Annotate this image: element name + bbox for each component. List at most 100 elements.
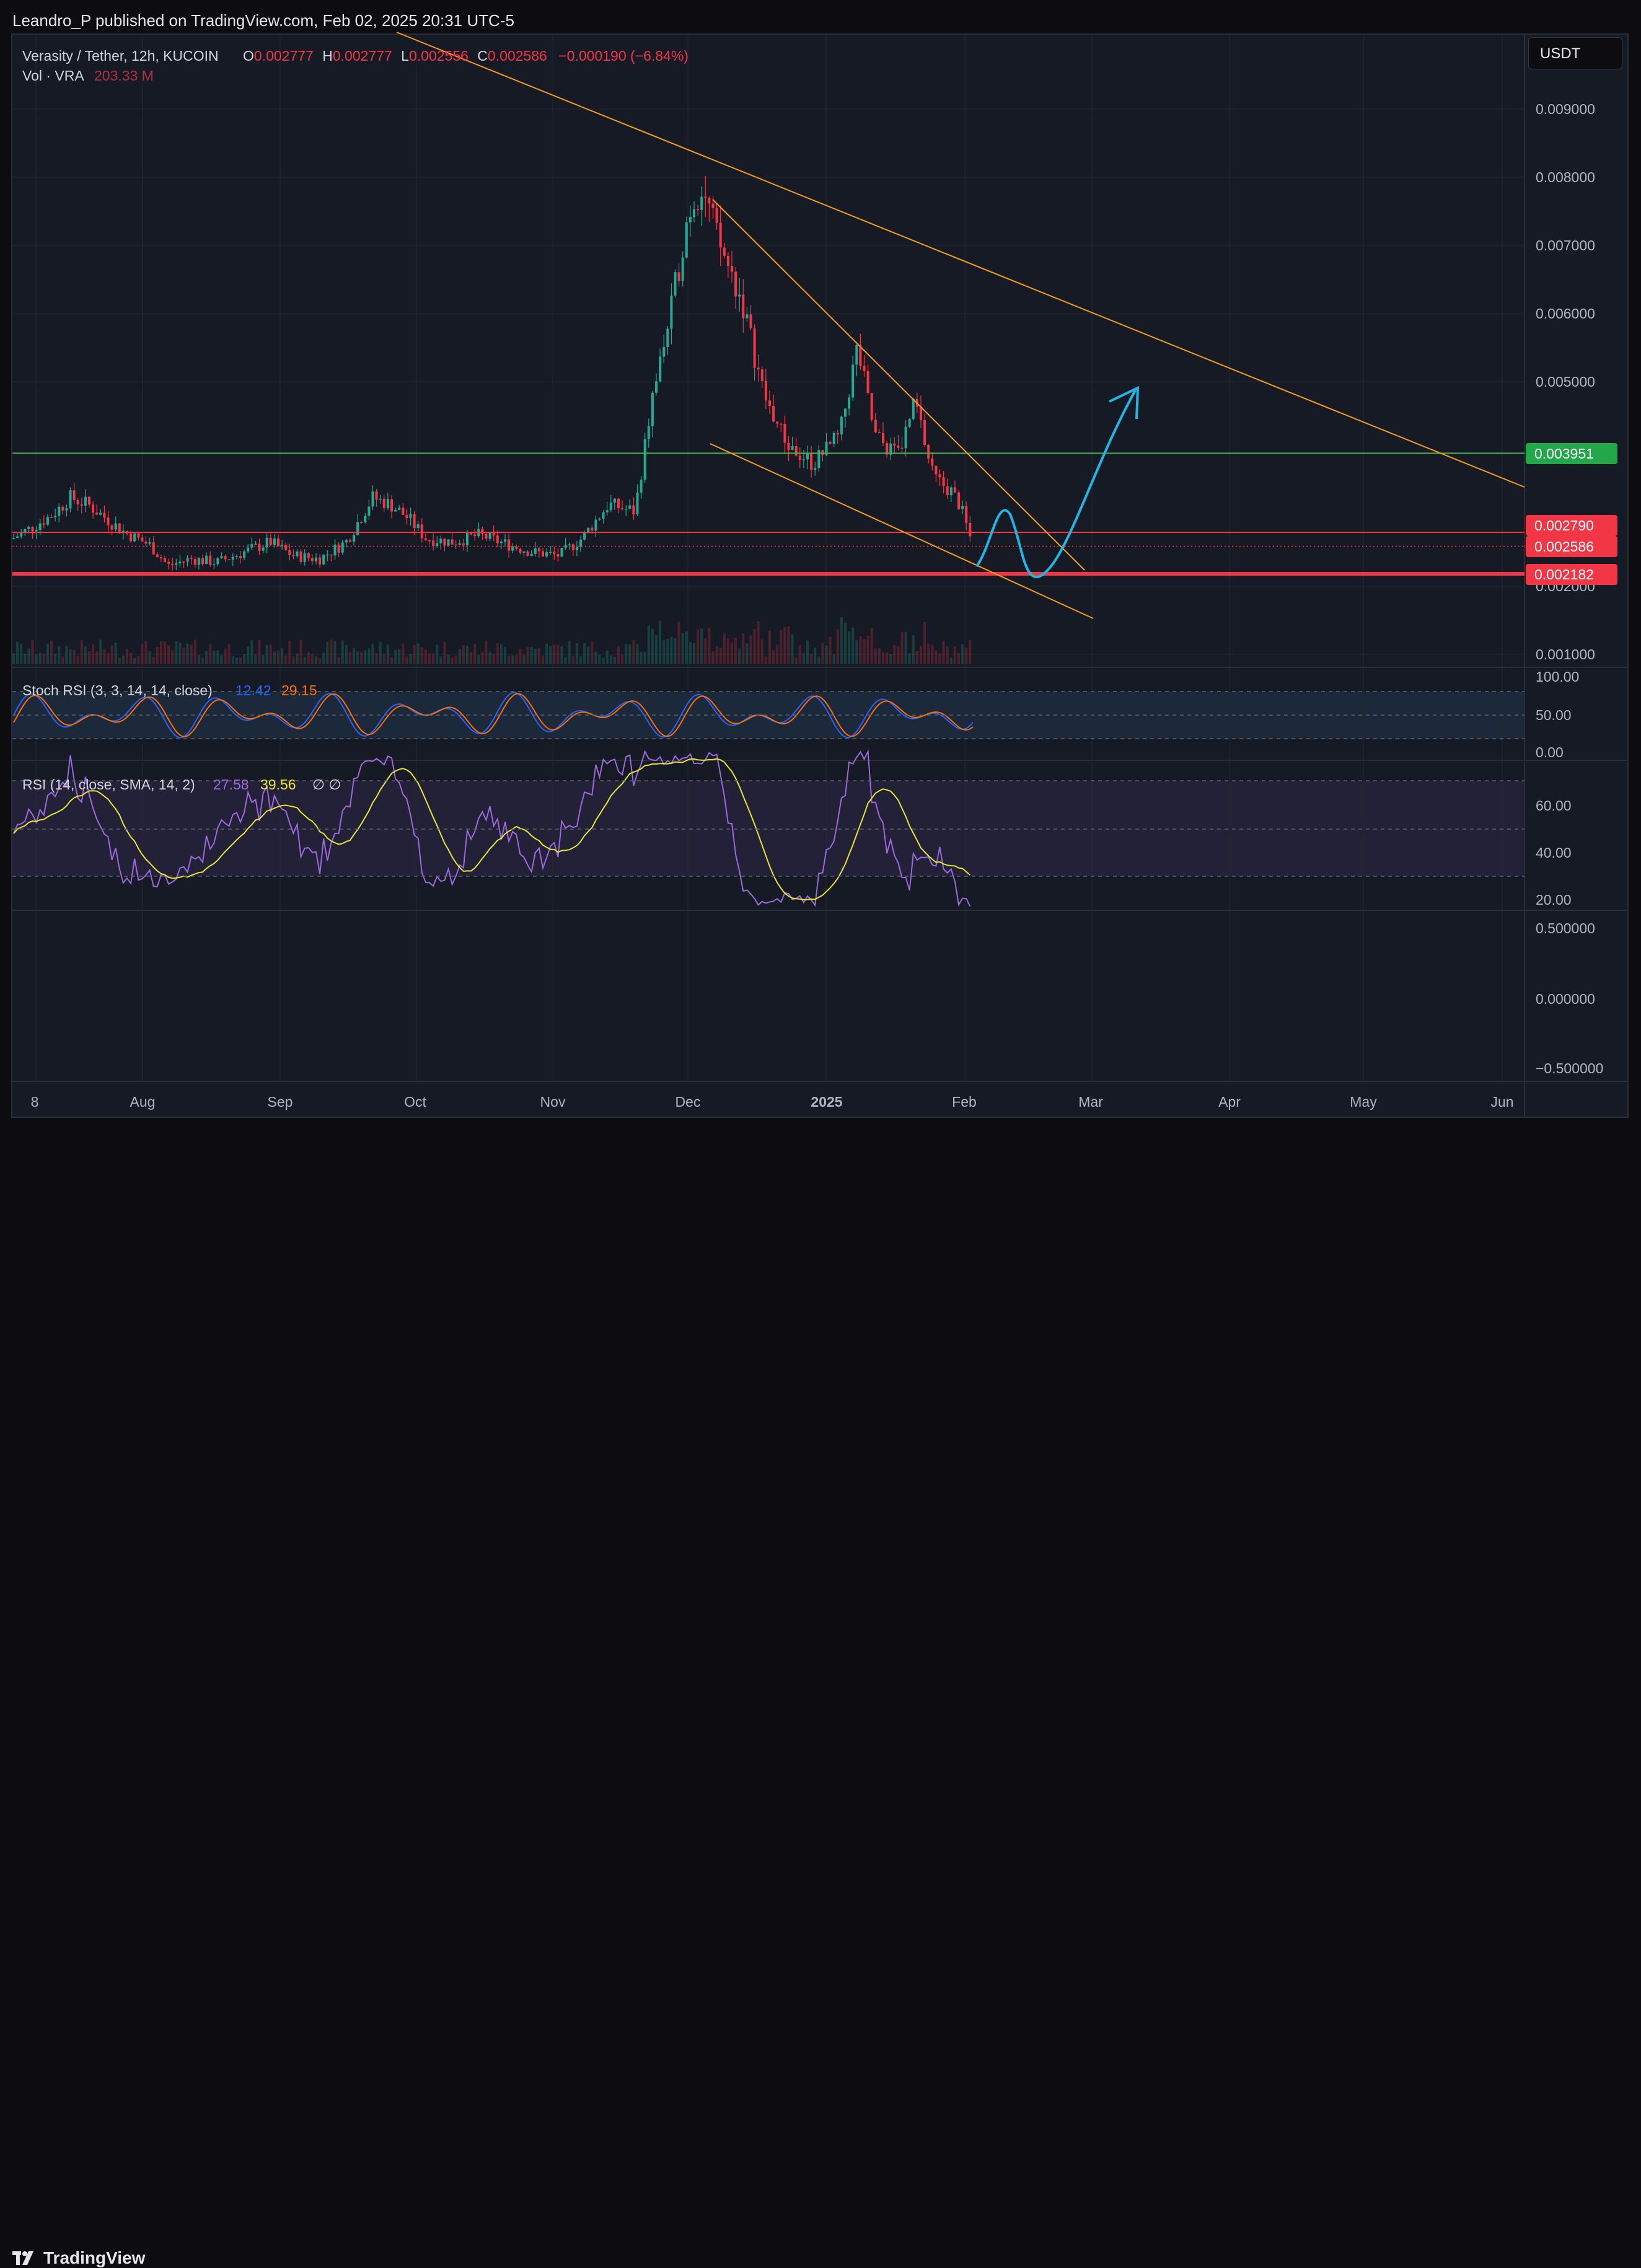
candle-body [205,555,208,565]
volume-bar [798,645,801,664]
candle-body [844,408,847,417]
candle-body [726,255,729,266]
candle-body [927,444,930,459]
volume-bar [557,644,560,664]
volume-bar [776,644,779,664]
volume-bar [133,657,136,664]
volume-bar [470,652,473,664]
candle-body [519,548,522,553]
volume-bar [382,654,385,664]
volume-bar [689,642,692,664]
volume-bar [564,657,567,664]
volume-bar [50,641,53,664]
volume-bar [787,626,790,664]
legend-c-label: C [477,48,488,64]
candle-body [609,503,612,511]
volume-bar [390,656,393,664]
stoch-d-line [13,693,974,737]
volume-bar [65,646,68,664]
volume-bar [364,650,367,664]
candle-body [413,514,416,528]
volume-bar [829,636,832,664]
currency-selector[interactable]: USDT [1528,37,1622,69]
candle-body [783,424,786,443]
volume-bar [522,654,526,664]
volume-bar [46,643,49,664]
volume-bar [405,656,408,664]
volume-bar [193,640,196,664]
candle-body [711,203,715,208]
candle-body [307,553,310,558]
volume-bar [432,653,435,664]
candle-body [159,557,162,559]
candle-body [938,474,941,478]
volume-bar [931,644,934,664]
volume-bar [632,640,635,664]
volume-bar [549,646,552,664]
candle-body [904,426,907,449]
volume-bar [394,649,397,664]
volume-bar [333,641,337,664]
volume-bar [685,631,688,664]
candle-body [99,512,102,515]
chart-svg[interactable]: 0.009000 0.008000 0.007000 0.006000 0.005000… [0,0,1641,1161]
candle-body [515,546,518,549]
rsi-extra: ∅ ∅ [312,776,341,793]
volume-bar [420,647,423,664]
volume-bar [693,643,695,664]
volume-bar [201,657,204,664]
time-tick-label: Sep [268,1094,293,1110]
legend-ohlc: O0.002777 H0.002777 L0.002556 C0.002586 … [243,48,689,64]
volume-bar [76,656,79,664]
legend-l: 0.002556 [409,48,469,64]
candle-body [640,480,643,493]
rsi-value: 27.58 [213,776,249,793]
volume-bar [35,654,38,664]
candle-body [693,209,695,218]
tradingview-logo[interactable]: TradingView [12,2248,145,2268]
volume-bar [625,644,628,664]
volume-bar [307,652,310,664]
volume-bar [288,641,291,664]
candle-body [753,328,756,368]
volume-bar [186,643,189,664]
volume-bar [598,654,601,664]
candle-body [481,529,484,534]
volume-bar [159,641,162,664]
rsi-tick-label: 60.00 [1536,798,1572,814]
candle-body [243,551,246,558]
volume-bar [171,650,174,664]
price-badge [1526,536,1617,557]
candle-body [353,535,355,542]
volume-bar [27,649,30,664]
candle-body [375,491,378,500]
volume-bar [878,648,881,664]
empty-pane-tick-label: 0.000000 [1536,991,1595,1007]
volume-bar [609,655,612,664]
volume-bar [697,629,700,664]
time-tick-label: May [1350,1094,1377,1110]
price-tick-label: 0.009000 [1536,101,1595,117]
volume-bar [768,630,771,664]
time-tick-label: Dec [675,1094,701,1110]
time-tick-label: Oct [404,1094,426,1110]
candle-body [508,539,511,551]
volume-bar [810,654,813,664]
volume-bar [866,635,869,664]
candle-body [866,371,869,393]
volume-bar [337,657,340,664]
candle-body [443,538,446,546]
candle-body [458,543,461,545]
candle-body [636,493,639,514]
volume-bar [61,656,64,664]
candle-body [908,419,911,427]
candle-body [832,433,835,444]
volume-bar [488,652,491,664]
volume-bar [178,643,182,664]
candle-body [416,524,420,528]
legend-c: 0.002586 [488,48,547,64]
volume-bar [220,655,223,664]
candle-body [394,509,397,512]
stoch-tick-label: 100.00 [1536,669,1579,685]
candle-body [348,540,351,542]
